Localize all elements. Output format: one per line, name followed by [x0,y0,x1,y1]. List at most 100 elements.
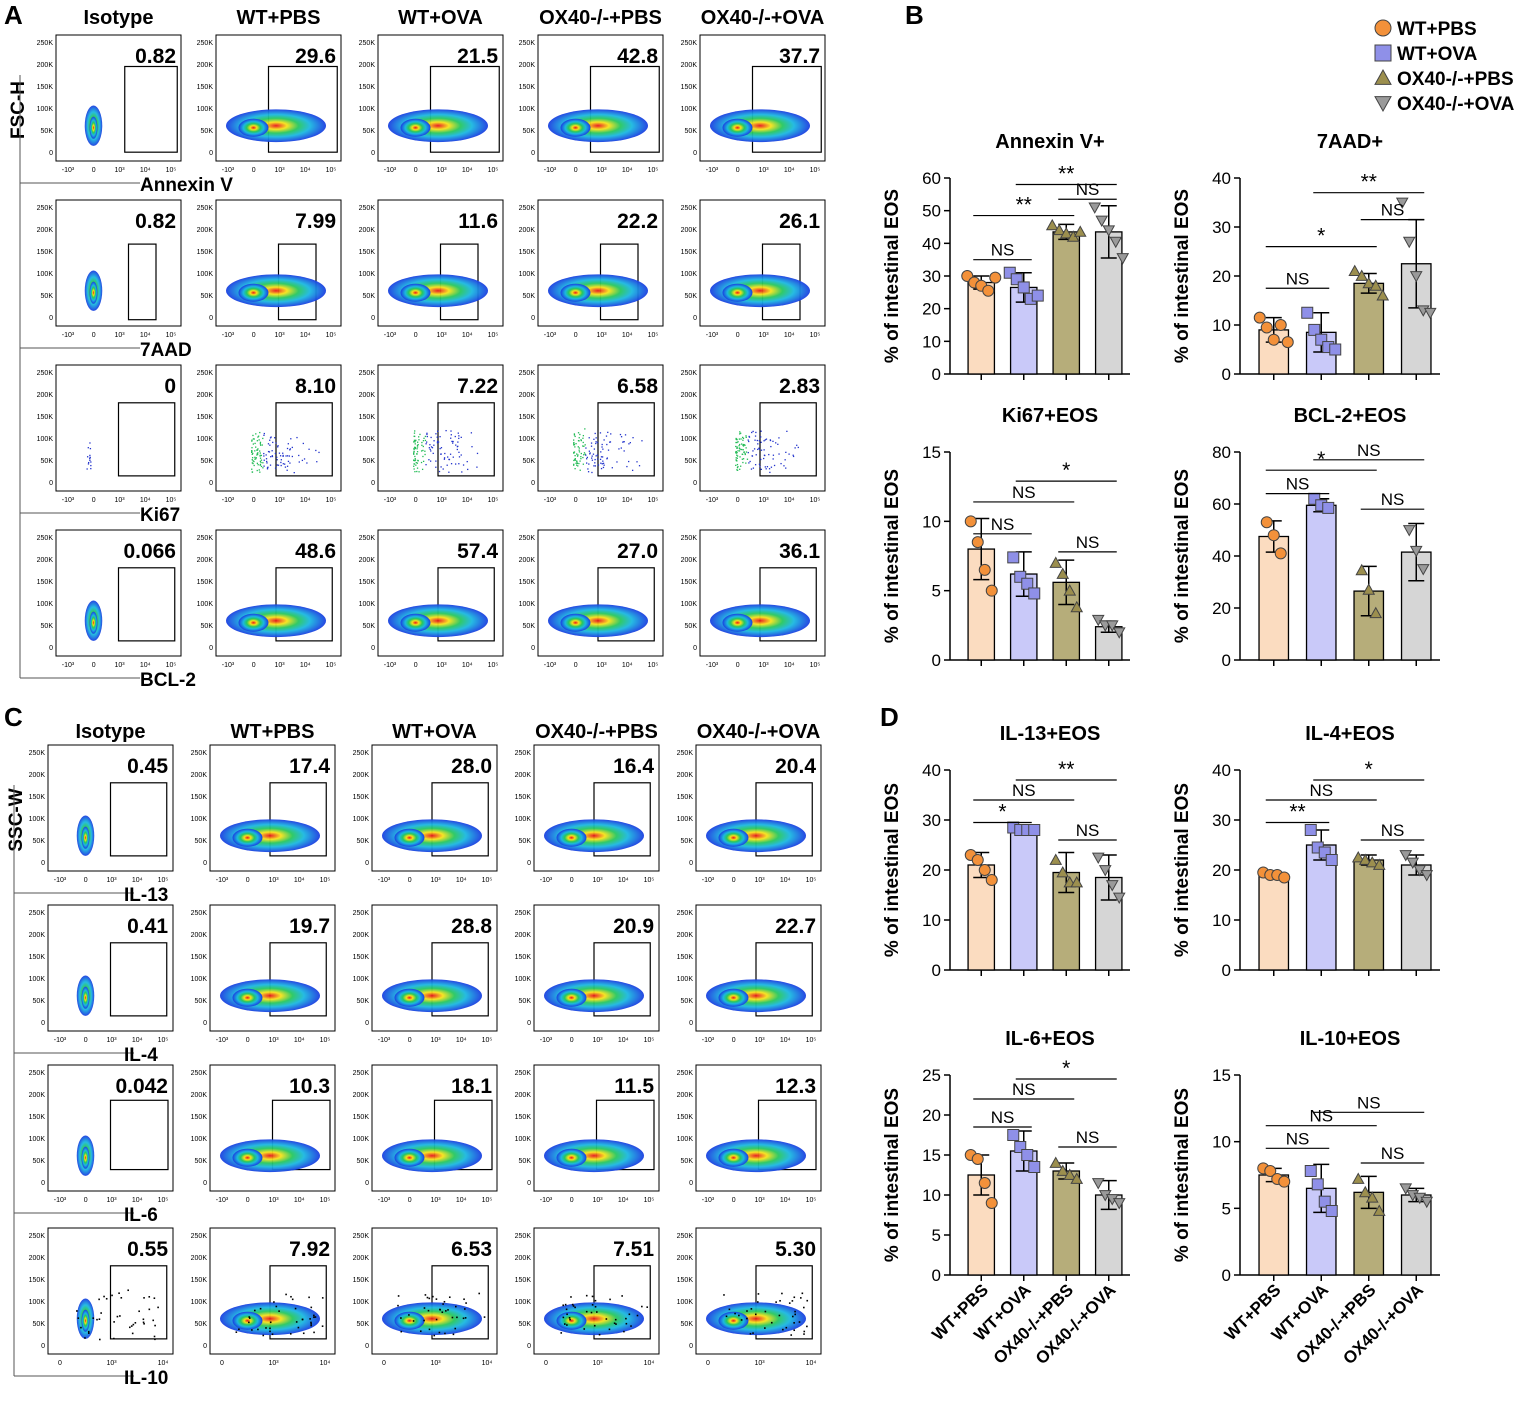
y-tick: 200K [29,1092,46,1099]
data-point [1281,336,1294,349]
panel-label-c: C [4,702,23,732]
event-dot [585,1294,588,1297]
event-dot [259,1307,262,1310]
y-tick: 150K [197,249,214,256]
y-tick: 200K [519,62,536,69]
y-tick-label: 30 [922,267,941,286]
density-core [718,1311,749,1330]
event-dot [416,446,419,448]
y-tick: 150K [359,414,376,421]
event-dot [623,440,625,443]
y-tick: 200K [677,1092,694,1099]
event-dot [397,1304,399,1307]
data-point [1362,583,1376,595]
event-dot [436,440,439,443]
event-dot [796,444,798,446]
event-dot [258,439,260,441]
data-point [1325,854,1338,866]
x-tick: 10⁴ [784,497,795,504]
event-dot [252,438,255,440]
y-tick: 200K [353,932,370,939]
y-tick: 0 [527,1180,531,1187]
event-dot [591,455,593,457]
event-dot [458,456,461,458]
event-dot [251,440,253,442]
data-point [1351,1172,1365,1184]
event-dot [419,1330,422,1333]
event-dot [628,460,630,463]
y-tick-label: 15 [1212,1066,1231,1085]
data-point [1112,1198,1126,1210]
event-dot [414,447,416,450]
event-dot [736,454,738,456]
bar [967,1174,996,1276]
event-dot [255,433,257,435]
event-dot [422,440,425,442]
event-dot [443,458,446,460]
x-tick: 0 [570,1037,574,1044]
y-tick: 200K [37,227,54,234]
event-dot [576,464,578,466]
x-tick: 0 [574,662,578,669]
gate-percent: 11.6 [458,210,498,233]
event-dot [736,469,739,471]
y-tick: 100K [353,976,370,983]
event-dot [765,468,767,470]
marker-label: BCL-2 [140,670,196,691]
y-tick: 250K [29,1070,46,1077]
data-point [1355,563,1369,576]
event-dot [414,443,416,445]
gate-percent: 16.4 [613,755,654,778]
x-tick: 10³ [106,1037,117,1044]
bar-chart: IL-6+EOS% of intestinal EOS0510152025WT+… [882,1028,1130,1368]
y-tick: 100K [353,816,370,823]
event-dot [413,452,415,455]
x-tick: 10³ [758,497,769,504]
data-point [1021,1149,1034,1161]
y-tick: 0 [203,1180,207,1187]
event-dot [254,458,256,460]
event-dot [793,1322,795,1324]
event-dot [744,444,746,446]
y-tick-label: 0 [1222,365,1231,384]
event-dot [437,441,440,443]
event-dot [752,1332,754,1334]
event-dot [430,446,433,448]
y-tick: 150K [353,1114,370,1121]
event-dot [414,441,416,443]
data-point [1322,501,1335,514]
x-tick: -10³ [540,1037,553,1044]
x-tick: 0 [736,662,740,669]
event-dot [740,1319,743,1321]
y-tick: 250K [37,370,54,377]
x-tick: 10³ [436,662,447,669]
event-dot [779,1299,781,1302]
data-point [1301,306,1314,319]
event-dot [596,1311,598,1313]
event-dot [433,440,435,442]
event-dot [562,1304,565,1307]
y-tick-label: 80 [1212,443,1231,462]
event-dot [573,451,576,453]
event-dot [103,1295,105,1298]
event-dot [263,432,265,435]
data-point [1056,567,1070,579]
y-tick: 150K [37,579,54,586]
event-dot [593,448,596,450]
event-dot [742,449,744,451]
x-tick: 10⁴ [294,1037,305,1044]
y-tick: 200K [681,227,698,234]
event-dot [738,450,741,452]
event-dot [736,455,739,457]
y-tick: 0 [49,480,53,487]
y-tick: 250K [359,40,376,47]
data-point [1420,1196,1434,1209]
y-tick: 150K [681,414,698,421]
y-tick: 200K [191,1092,208,1099]
data-point [1007,1129,1020,1141]
gate-box [759,402,817,477]
data-point [1070,875,1084,888]
bar-chart: Annexin V+% of intestinal EOS01020304050… [882,131,1130,384]
